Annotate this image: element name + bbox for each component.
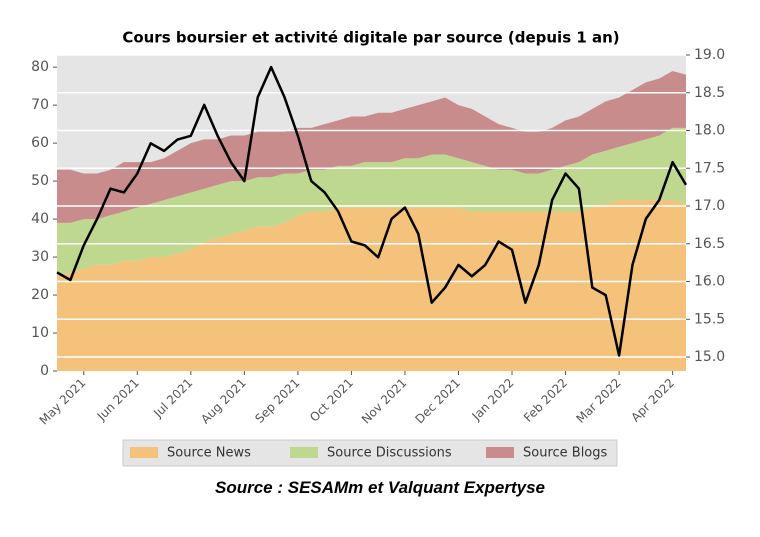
x-tick-label: Sep 2021 — [252, 376, 302, 426]
area — [57, 70, 686, 223]
y-tick-label: 80 — [31, 59, 49, 75]
chart-title: Cours boursier et activité digitale par … — [122, 29, 619, 47]
x-tick-label: Oct 2021 — [307, 376, 356, 425]
y-tick-label: 40 — [31, 211, 49, 227]
legend-label: Source Blogs — [523, 446, 608, 461]
x-tick-label: Jan 2022 — [469, 376, 517, 424]
y2-tick-label: 16.5 — [694, 236, 725, 252]
y2-tick-label: 15.0 — [694, 349, 725, 365]
legend-swatch — [290, 447, 318, 458]
y-tick-label: 30 — [31, 249, 49, 265]
y-tick-label: 60 — [31, 135, 49, 151]
area — [57, 200, 686, 371]
x-tick-label: Feb 2022 — [521, 376, 570, 425]
y2-tick-label: 15.5 — [694, 311, 725, 327]
y2-tick-label: 16.0 — [694, 274, 725, 290]
legend-label: Source News — [167, 446, 251, 461]
x-tick-label: Dec 2021 — [412, 376, 463, 427]
price-line — [56, 65, 688, 357]
y2-tick-label: 18.5 — [694, 85, 725, 101]
y-tick-label: 0 — [40, 363, 49, 379]
x-tick-label: Mar 2022 — [573, 376, 623, 426]
x-tick-label: May 2021 — [37, 376, 89, 428]
legend-swatch — [130, 447, 158, 458]
x-tick-label: Jul 2021 — [150, 376, 195, 421]
source-note: Source : SESAMm et Valquant Expertyse — [214, 478, 546, 497]
y2-tick-label: 17.0 — [694, 198, 725, 214]
y-tick-label: 50 — [31, 173, 49, 189]
legend-swatch — [486, 447, 514, 458]
legend-label: Source Discussions — [327, 446, 452, 461]
x-tick-label: Nov 2021 — [359, 376, 410, 427]
y2-tick-label: 18.0 — [694, 123, 725, 139]
y2-tick-label: 19.0 — [694, 47, 725, 63]
y-tick-label: 20 — [31, 287, 49, 303]
y2-tick-label: 17.5 — [694, 160, 725, 176]
y-tick-label: 10 — [31, 325, 49, 341]
chart: Cours boursier et activité digitale par … — [31, 29, 725, 467]
legend-box — [122, 439, 618, 467]
x-tick-label: Jun 2021 — [94, 376, 142, 424]
y-tick-label: 70 — [31, 97, 49, 113]
x-tick-label: Aug 2021 — [198, 376, 249, 427]
area — [57, 127, 686, 277]
x-tick-label: Apr 2022 — [628, 376, 677, 425]
